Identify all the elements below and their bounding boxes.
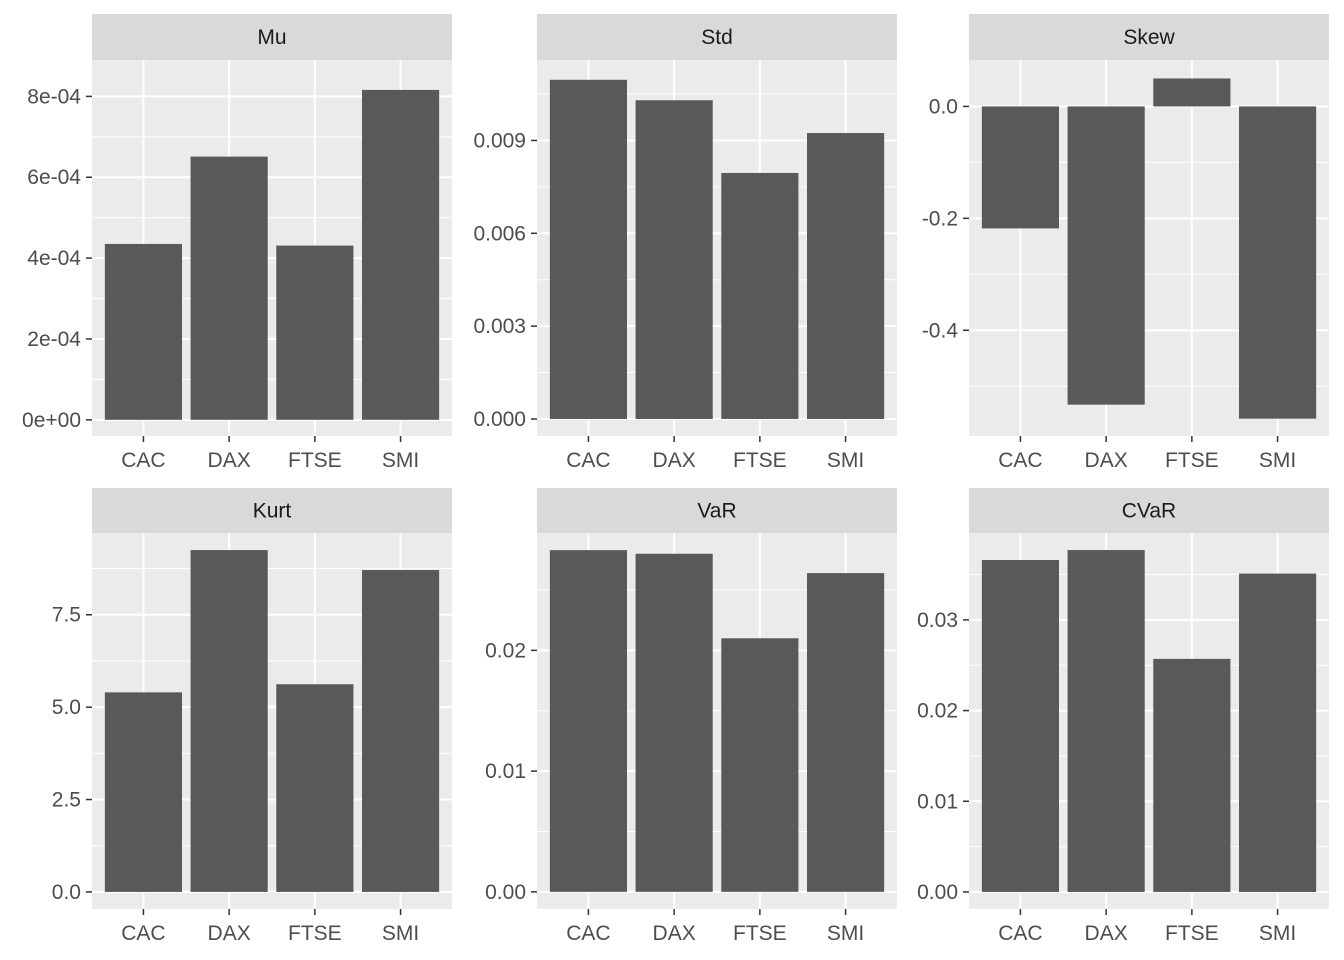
x-tick-label: FTSE bbox=[288, 449, 342, 472]
y-tick-label: 0.01 bbox=[485, 760, 526, 783]
x-tick-label: CAC bbox=[566, 922, 610, 945]
x-tick-label: DAX bbox=[653, 449, 696, 472]
panel-cvar: CVaR 0.00 0.01 0.02 0.03 CAC DAX FTSE SMI bbox=[917, 488, 1329, 945]
x-tick-label: CAC bbox=[998, 922, 1042, 945]
x-tick-label: SMI bbox=[1259, 449, 1296, 472]
x-tick-label: SMI bbox=[1259, 922, 1296, 945]
x-tick-label: CAC bbox=[998, 449, 1042, 472]
y-tick-label: -0.2 bbox=[922, 207, 958, 230]
y-tick-label: 0.02 bbox=[917, 700, 958, 723]
bar-var-dax bbox=[635, 553, 713, 892]
strip-title-kurt: Kurt bbox=[253, 500, 292, 523]
bar-mu-dax bbox=[190, 156, 268, 420]
x-tick-label: FTSE bbox=[1165, 449, 1219, 472]
y-tick-label: 6e-04 bbox=[27, 166, 81, 189]
bar-var-ftse bbox=[721, 638, 799, 892]
bar-kurt-cac bbox=[104, 692, 182, 892]
bar-mu-ftse bbox=[276, 245, 354, 420]
x-tick-label: FTSE bbox=[733, 449, 787, 472]
strip-title-skew: Skew bbox=[1123, 26, 1175, 49]
x-tick-label: CAC bbox=[121, 449, 165, 472]
bar-kurt-dax bbox=[190, 550, 268, 892]
bar-kurt-smi bbox=[362, 570, 440, 892]
y-tick-label: 4e-04 bbox=[27, 247, 81, 270]
bar-var-smi bbox=[807, 573, 885, 892]
x-tick-label: FTSE bbox=[733, 922, 787, 945]
y-tick-label: 0e+00 bbox=[22, 409, 81, 432]
y-tick-label: 0.009 bbox=[473, 129, 526, 152]
y-tick-label: 2.5 bbox=[52, 789, 81, 812]
panel-skew: Skew -0.4 -0.2 0.0 CAC DAX FTSE SMI bbox=[922, 14, 1329, 472]
bar-skew-dax bbox=[1067, 106, 1145, 405]
strip-var bbox=[537, 488, 897, 533]
y-tick-label: 7.5 bbox=[52, 604, 81, 627]
strip-title-mu: Mu bbox=[257, 26, 286, 49]
panel-var: VaR 0.00 0.01 0.02 CAC DAX FTSE SMI bbox=[485, 488, 897, 945]
bar-cvar-dax bbox=[1067, 550, 1145, 892]
x-tick-label: DAX bbox=[1085, 449, 1128, 472]
bar-cvar-ftse bbox=[1153, 658, 1231, 892]
bar-mu-smi bbox=[362, 89, 440, 420]
x-tick-label: DAX bbox=[208, 922, 251, 945]
x-tick-label: CAC bbox=[566, 449, 610, 472]
bar-skew-smi bbox=[1239, 106, 1317, 419]
strip-mu bbox=[92, 14, 452, 60]
y-tick-label: 0.00 bbox=[485, 881, 526, 904]
x-tick-label: DAX bbox=[653, 922, 696, 945]
bar-skew-ftse bbox=[1153, 78, 1231, 107]
bar-std-smi bbox=[807, 133, 885, 419]
y-tick-label: 0.0 bbox=[52, 881, 81, 904]
bar-mu-cac bbox=[104, 243, 182, 420]
y-tick-label: -0.4 bbox=[922, 319, 959, 342]
y-tick-label: 0.006 bbox=[473, 222, 526, 245]
bar-var-cac bbox=[549, 550, 627, 892]
panel-mu: Mu 0e+00 2e-04 4e-04 6e-04 8e-04 CAC DAX FTSE SMI bbox=[22, 14, 452, 472]
y-tick-label: 0.01 bbox=[917, 790, 958, 813]
x-tick-label: SMI bbox=[827, 449, 864, 472]
y-tick-label: 8e-04 bbox=[27, 85, 81, 108]
y-tick-label: 0.003 bbox=[473, 315, 526, 338]
y-tick-label: 0.03 bbox=[917, 609, 958, 632]
y-tick-label: 0.000 bbox=[473, 408, 526, 431]
bar-cvar-smi bbox=[1239, 573, 1317, 892]
x-tick-label: CAC bbox=[121, 922, 165, 945]
strip-kurt bbox=[92, 488, 452, 533]
y-tick-label: 0.00 bbox=[917, 881, 958, 904]
strip-title-cvar: CVaR bbox=[1122, 500, 1176, 523]
bar-std-cac bbox=[549, 79, 627, 419]
y-tick-label: 0.02 bbox=[485, 639, 526, 662]
strip-skew bbox=[969, 14, 1329, 60]
strip-title-var: VaR bbox=[697, 500, 736, 523]
x-tick-label: DAX bbox=[208, 449, 251, 472]
strip-std bbox=[537, 14, 897, 60]
bar-cvar-cac bbox=[981, 560, 1059, 892]
y-tick-label: 2e-04 bbox=[27, 328, 81, 351]
x-tick-label: SMI bbox=[382, 449, 419, 472]
x-tick-label: SMI bbox=[827, 922, 864, 945]
panel-kurt: Kurt 0.0 2.5 5.0 7.5 CAC DAX FTSE SMI bbox=[52, 488, 452, 945]
bar-skew-cac bbox=[981, 106, 1059, 229]
x-tick-label: DAX bbox=[1085, 922, 1128, 945]
y-tick-label: 5.0 bbox=[52, 696, 81, 719]
strip-title-std: Std bbox=[701, 26, 733, 49]
x-tick-label: SMI bbox=[382, 922, 419, 945]
bar-kurt-ftse bbox=[276, 684, 354, 892]
strip-cvar bbox=[969, 488, 1329, 533]
x-tick-label: FTSE bbox=[1165, 922, 1219, 945]
y-tick-label: 0.0 bbox=[929, 95, 958, 118]
panel-std: Std 0.000 0.003 0.006 0.009 CAC DAX FTSE SMI bbox=[473, 14, 897, 472]
bar-std-ftse bbox=[721, 172, 799, 419]
bar-std-dax bbox=[635, 100, 713, 419]
x-tick-label: FTSE bbox=[288, 922, 342, 945]
